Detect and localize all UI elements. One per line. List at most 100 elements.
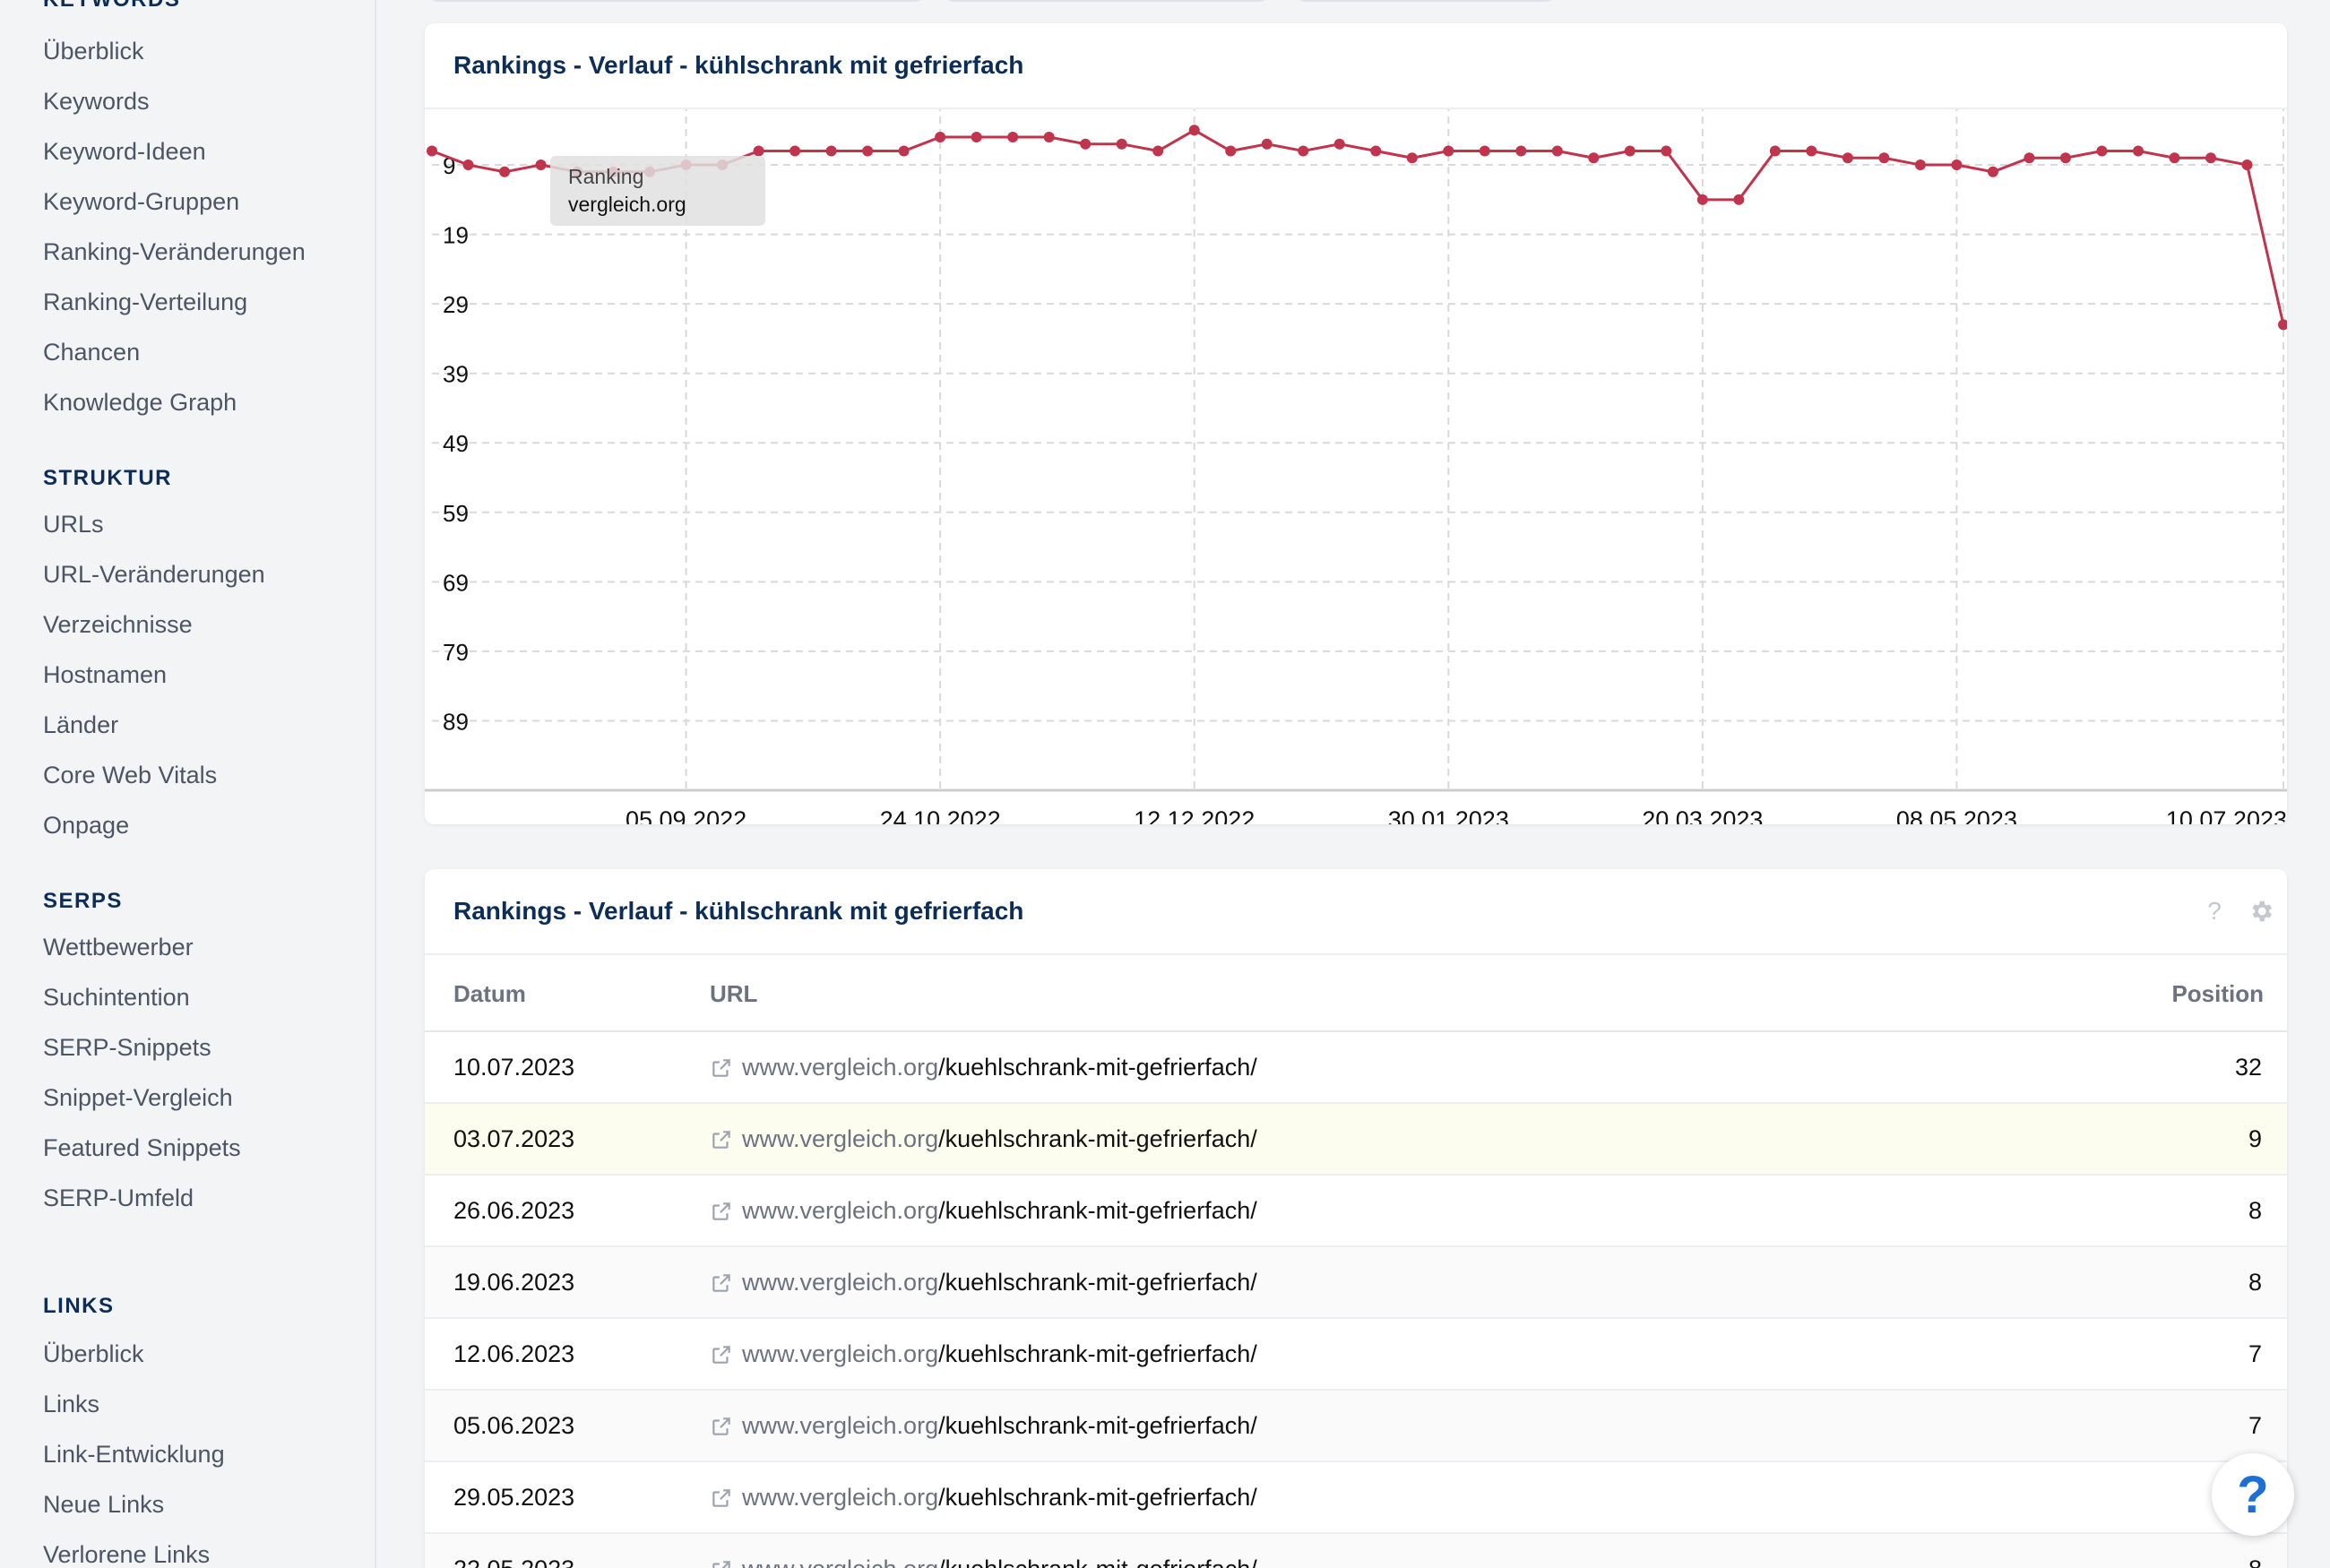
sidebar-item-suchintention[interactable]: Suchintention — [43, 984, 190, 1011]
sidebar-item-urls[interactable]: URLs — [43, 511, 104, 538]
question-icon[interactable]: ? — [2207, 897, 2222, 925]
row-url-link[interactable]: www.vergleich.org/kuehlschrank-mit-gefri… — [710, 1412, 1257, 1440]
table-row: 05.06.2023 www.vergleich.org/kuehlschrank… — [425, 1391, 2287, 1462]
sidebar-item-verlorene-links[interactable]: Verlorene Links — [43, 1541, 211, 1568]
y-tick-label: 19 — [443, 222, 469, 249]
row-url-path[interactable]: /kuehlschrank-mit-gefrierfach/ — [938, 1555, 1257, 1568]
sidebar-item-keyword-gruppen[interactable]: Keyword-Gruppen — [43, 188, 240, 215]
row-url-link[interactable]: www.vergleich.org/kuehlschrank-mit-gefri… — [710, 1125, 1257, 1153]
external-link-icon[interactable] — [710, 1056, 733, 1080]
data-point — [2059, 152, 2071, 164]
sidebar-section-serps: SERPS — [43, 889, 123, 913]
row-url-path[interactable]: /kuehlschrank-mit-gefrierfach/ — [938, 1484, 1257, 1511]
row-url-link[interactable]: www.vergleich.org/kuehlschrank-mit-gefri… — [710, 1269, 1257, 1297]
row-url-host[interactable]: www.vergleich.org — [742, 1125, 939, 1152]
row-url-host[interactable]: www.vergleich.org — [742, 1484, 939, 1511]
row-url-host[interactable]: www.vergleich.org — [742, 1269, 939, 1296]
sidebar-item-keywords[interactable]: Keywords — [43, 88, 150, 115]
sidebar-item-ranking-veraenderungen[interactable]: Ranking-Veränderungen — [43, 238, 306, 265]
external-link-icon[interactable] — [710, 1343, 733, 1366]
row-url-link[interactable]: www.vergleich.org/kuehlschrank-mit-gefri… — [710, 1340, 1257, 1368]
data-point — [427, 145, 437, 157]
data-point — [1225, 145, 1237, 157]
sidebar-item-laender[interactable]: Länder — [43, 711, 119, 738]
column-header-date[interactable]: Datum — [453, 980, 526, 1007]
table-row: 26.06.2023 www.vergleich.org/kuehlschrank… — [425, 1176, 2287, 1247]
sidebar-item-url-veraenderungen[interactable]: URL-Veränderungen — [43, 561, 265, 588]
column-header-position[interactable]: Position — [2171, 980, 2264, 1007]
y-tick-label: 59 — [443, 500, 469, 527]
row-url-path[interactable]: /kuehlschrank-mit-gefrierfach/ — [938, 1269, 1257, 1296]
data-point — [1479, 145, 1490, 157]
data-point — [1588, 152, 1600, 164]
sidebar-item-onpage[interactable]: Onpage — [43, 812, 130, 839]
table-row: 29.05.2023 www.vergleich.org/kuehlschrank… — [425, 1462, 2287, 1534]
sidebar-item-knowledge-graph[interactable]: Knowledge Graph — [43, 389, 237, 416]
data-point — [2132, 145, 2144, 157]
data-point — [2241, 159, 2253, 171]
sidebar-item-keyword-ideen[interactable]: Keyword-Ideen — [43, 138, 206, 165]
sidebar-item-featured-snippets[interactable]: Featured Snippets — [43, 1134, 241, 1161]
table-row: 19.06.2023 www.vergleich.org/kuehlschrank… — [425, 1247, 2287, 1319]
row-date: 05.06.2023 — [453, 1412, 575, 1439]
external-link-icon[interactable] — [710, 1558, 733, 1568]
top-tab[interactable] — [945, 0, 1269, 2]
gear-icon[interactable] — [2248, 898, 2274, 925]
table-row: 03.07.2023 www.vergleich.org/kuehlschrank… — [425, 1104, 2287, 1176]
external-link-icon[interactable] — [710, 1200, 733, 1223]
data-point — [1152, 145, 1164, 157]
sidebar-item-neue-links[interactable]: Neue Links — [43, 1491, 165, 1518]
external-link-icon[interactable] — [710, 1415, 733, 1438]
data-point — [1696, 194, 1708, 205]
row-url-link[interactable]: www.vergleich.org/kuehlschrank-mit-gefri… — [710, 1555, 1257, 1568]
data-point — [1951, 159, 1963, 171]
data-point — [1624, 145, 1635, 157]
sidebar-item-links[interactable]: Links — [43, 1391, 100, 1417]
row-url-path[interactable]: /kuehlschrank-mit-gefrierfach/ — [938, 1340, 1257, 1367]
column-header-url[interactable]: URL — [710, 980, 758, 1007]
sidebar-item-verzeichnisse[interactable]: Verzeichnisse — [43, 611, 193, 638]
table-row: 12.06.2023 www.vergleich.org/kuehlschrank… — [425, 1319, 2287, 1391]
sidebar-item-chancen[interactable]: Chancen — [43, 339, 141, 366]
row-url-host[interactable]: www.vergleich.org — [742, 1197, 939, 1224]
data-point — [1806, 145, 1817, 157]
row-url-host[interactable]: www.vergleich.org — [742, 1340, 939, 1367]
sidebar-item-link-entwicklung[interactable]: Link-Entwicklung — [43, 1441, 225, 1468]
sidebar-item-wettbewerber[interactable]: Wettbewerber — [43, 934, 194, 961]
sidebar-item-snippet-vergleich[interactable]: Snippet-Vergleich — [43, 1084, 233, 1111]
top-tab[interactable] — [428, 0, 925, 2]
sidebar-item-core-web-vitals[interactable]: Core Web Vitals — [43, 762, 218, 788]
data-point — [971, 132, 982, 143]
data-point — [1769, 145, 1781, 157]
external-link-icon[interactable] — [710, 1486, 733, 1510]
sidebar-item-ranking-verteilung[interactable]: Ranking-Verteilung — [43, 289, 248, 315]
row-url-host[interactable]: www.vergleich.org — [742, 1555, 938, 1568]
top-tab[interactable] — [1296, 0, 1556, 2]
data-point — [1298, 145, 1309, 157]
external-link-icon[interactable] — [710, 1128, 733, 1151]
x-tick-label: 10.07.2023 — [2166, 806, 2287, 824]
row-url-host[interactable]: www.vergleich.org — [742, 1054, 939, 1081]
data-point — [499, 166, 511, 177]
row-url-path[interactable]: /kuehlschrank-mit-gefrierfach/ — [938, 1054, 1257, 1081]
help-button[interactable]: ? — [2212, 1453, 2294, 1536]
row-date: 12.06.2023 — [453, 1340, 575, 1367]
row-url-link[interactable]: www.vergleich.org/kuehlschrank-mit-gefri… — [710, 1054, 1257, 1081]
external-link-icon[interactable] — [710, 1271, 733, 1295]
x-tick-label: 08.05.2023 — [1896, 806, 2017, 824]
row-url-path[interactable]: /kuehlschrank-mit-gefrierfach/ — [938, 1197, 1257, 1224]
sidebar-item-keywords-ueberblick[interactable]: Überblick — [43, 38, 144, 65]
row-url-link[interactable]: www.vergleich.org/kuehlschrank-mit-gefri… — [710, 1197, 1257, 1225]
data-point — [535, 159, 547, 171]
sidebar-section-links: LINKS — [43, 1294, 115, 1318]
row-url-path[interactable]: /kuehlschrank-mit-gefrierfach/ — [938, 1412, 1257, 1439]
row-url-path[interactable]: /kuehlschrank-mit-gefrierfach/ — [938, 1125, 1257, 1152]
sidebar-item-serp-umfeld[interactable]: SERP-Umfeld — [43, 1185, 194, 1211]
sidebar-item-hostnamen[interactable]: Hostnamen — [43, 661, 168, 688]
sidebar-item-serp-snippets[interactable]: SERP-Snippets — [43, 1034, 211, 1061]
y-tick-label: 29 — [443, 291, 469, 318]
row-url-host[interactable]: www.vergleich.org — [742, 1412, 939, 1439]
sidebar-item-links-ueberblick[interactable]: Überblick — [43, 1340, 144, 1367]
row-url-link[interactable]: www.vergleich.org/kuehlschrank-mit-gefri… — [710, 1484, 1257, 1512]
